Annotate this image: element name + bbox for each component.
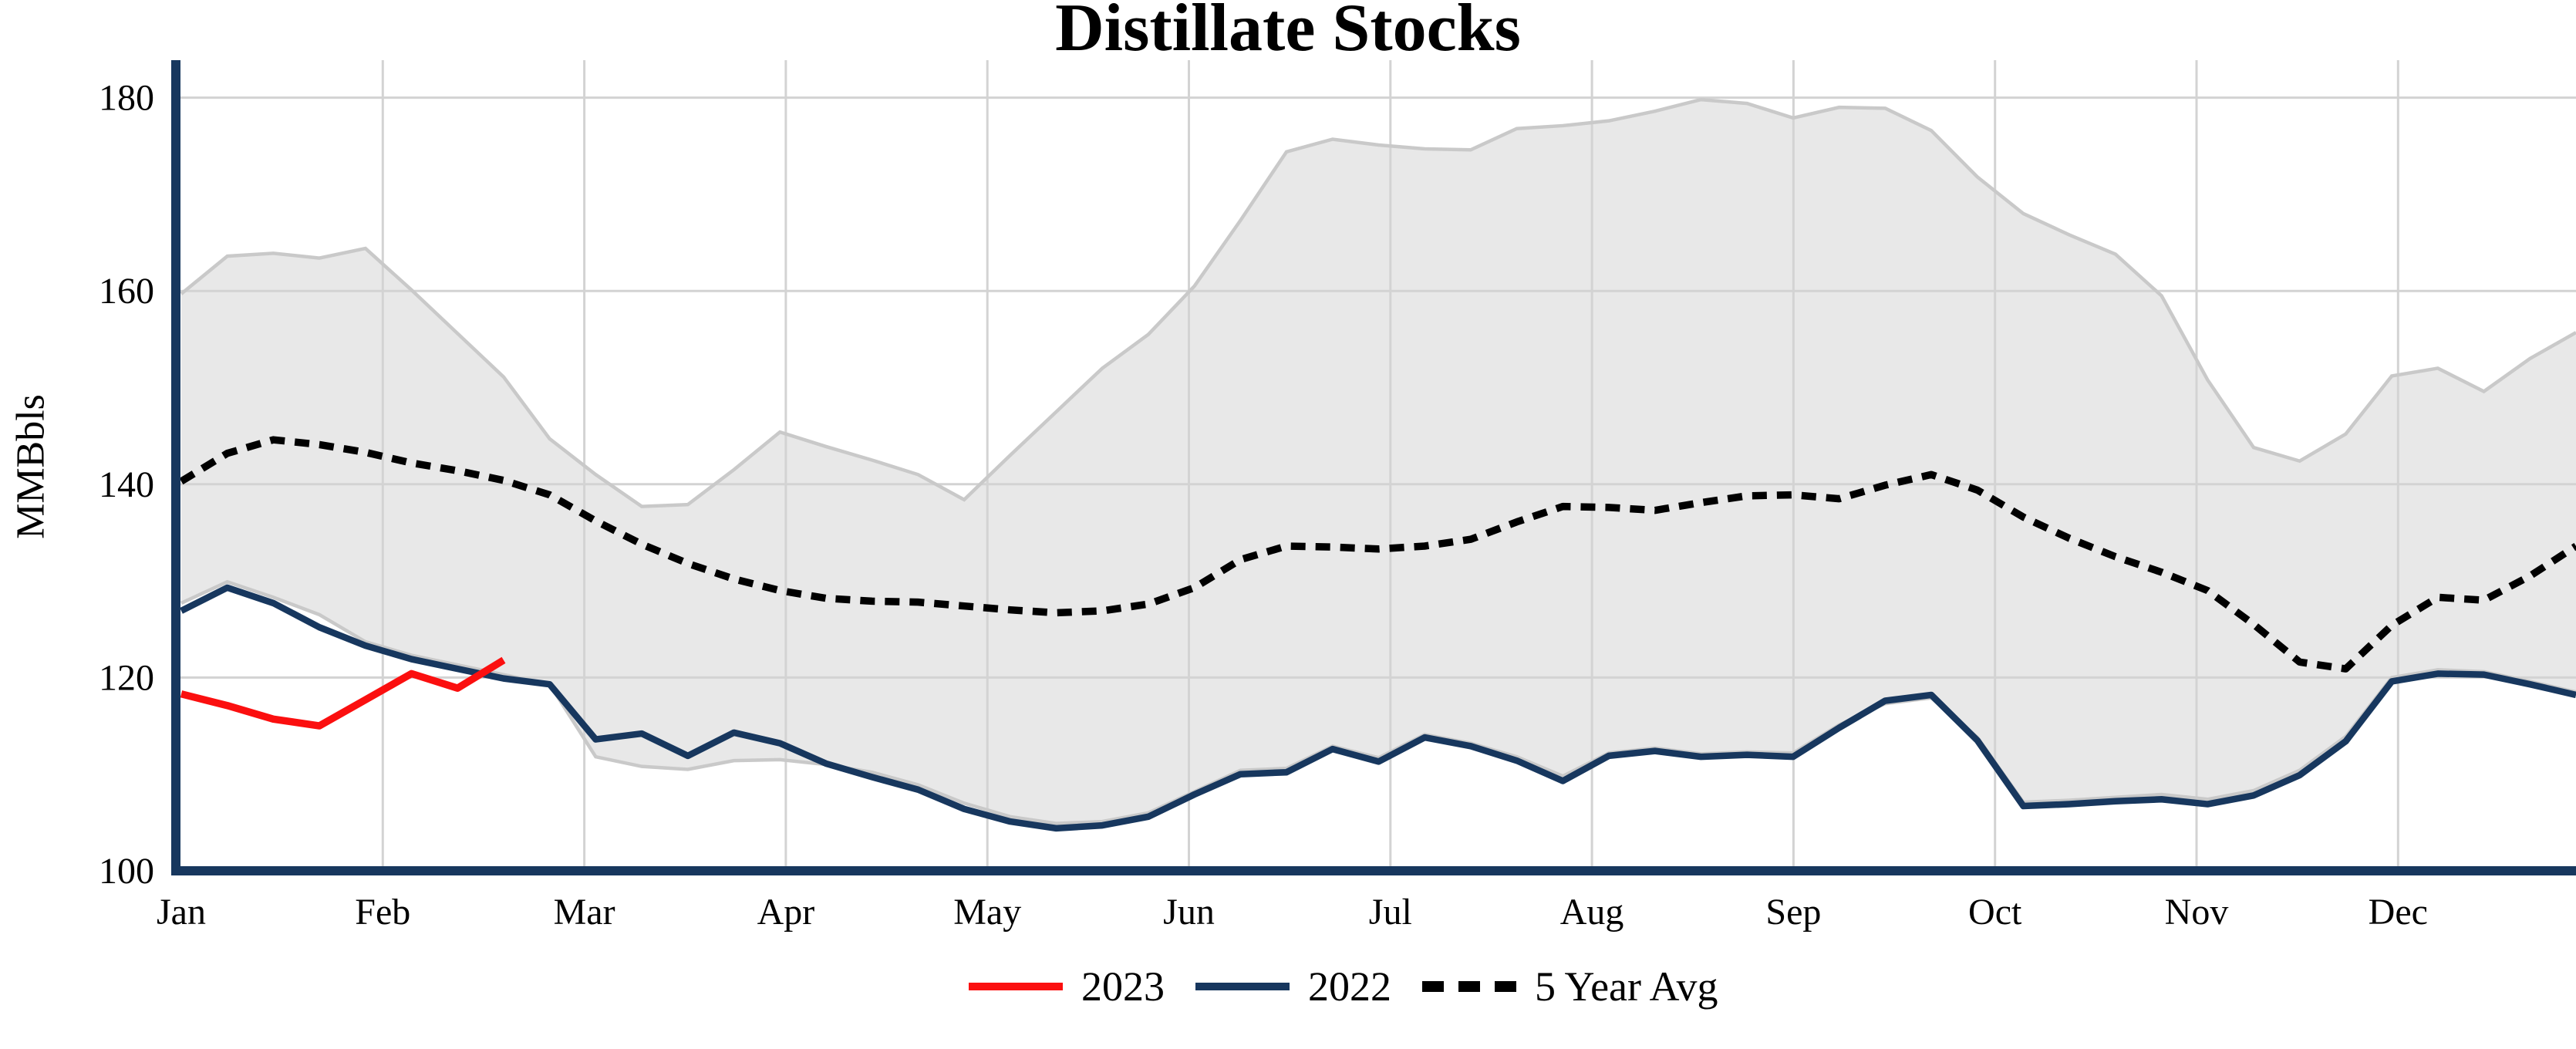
legend-label: 5 Year Avg: [1535, 963, 1718, 1010]
y-tick-labels: 100 120 140 160 180: [99, 78, 154, 892]
y-tick-label: 100: [99, 851, 154, 892]
x-month-label-dec: Dec: [2369, 892, 2428, 933]
x-month-label-oct: Oct: [1968, 892, 2022, 933]
x-month-labels: Jan Feb Mar Apr May Jun Jul Aug Sep Oct Nov Dec: [157, 892, 2428, 933]
legend-item-2023: 2023: [969, 966, 1165, 1007]
series-2022-line: [180, 584, 2576, 832]
gridlines: [176, 60, 2576, 871]
x-month-label-nov: Nov: [2165, 892, 2229, 933]
band-lower-edge: [180, 579, 2576, 825]
x-month-label-mar: Mar: [554, 892, 615, 933]
y-tick-label: 180: [99, 78, 154, 119]
x-month-label-aug: Aug: [1560, 892, 1624, 933]
y-tick-label: 140: [99, 464, 154, 505]
series-2023-line: [180, 656, 506, 730]
legend: 2023 2022 5 Year Avg: [969, 966, 1718, 1007]
y-tick-label: 120: [99, 657, 154, 698]
x-month-label-sep: Sep: [1765, 892, 1821, 933]
x-month-label-jul: Jul: [1369, 892, 1412, 933]
y-tick-label: 160: [99, 271, 154, 312]
legend-item-5-year-avg: 5 Year Avg: [1422, 966, 1718, 1007]
legend-swatch-2023: [969, 983, 1063, 990]
x-month-label-may: May: [953, 892, 1021, 933]
x-month-label-feb: Feb: [355, 892, 410, 933]
series-5-year-avg-line: [179, 436, 2576, 673]
x-month-label-jun: Jun: [1163, 892, 1215, 933]
x-month-label-apr: Apr: [757, 892, 815, 933]
legend-swatch-5-year-avg: [1422, 981, 1516, 992]
x-month-label-jan: Jan: [157, 892, 206, 933]
legend-label: 2022: [1308, 963, 1391, 1010]
legend-swatch-2022: [1195, 983, 1290, 990]
legend-item-2022: 2022: [1195, 966, 1391, 1007]
five-year-range-band: [181, 100, 2576, 824]
chart-title: Distillate Stocks: [1055, 0, 1521, 66]
band-upper-edge: [180, 97, 2576, 508]
legend-label: 2023: [1081, 963, 1165, 1010]
y-axis-title: MMBbls: [8, 394, 53, 539]
